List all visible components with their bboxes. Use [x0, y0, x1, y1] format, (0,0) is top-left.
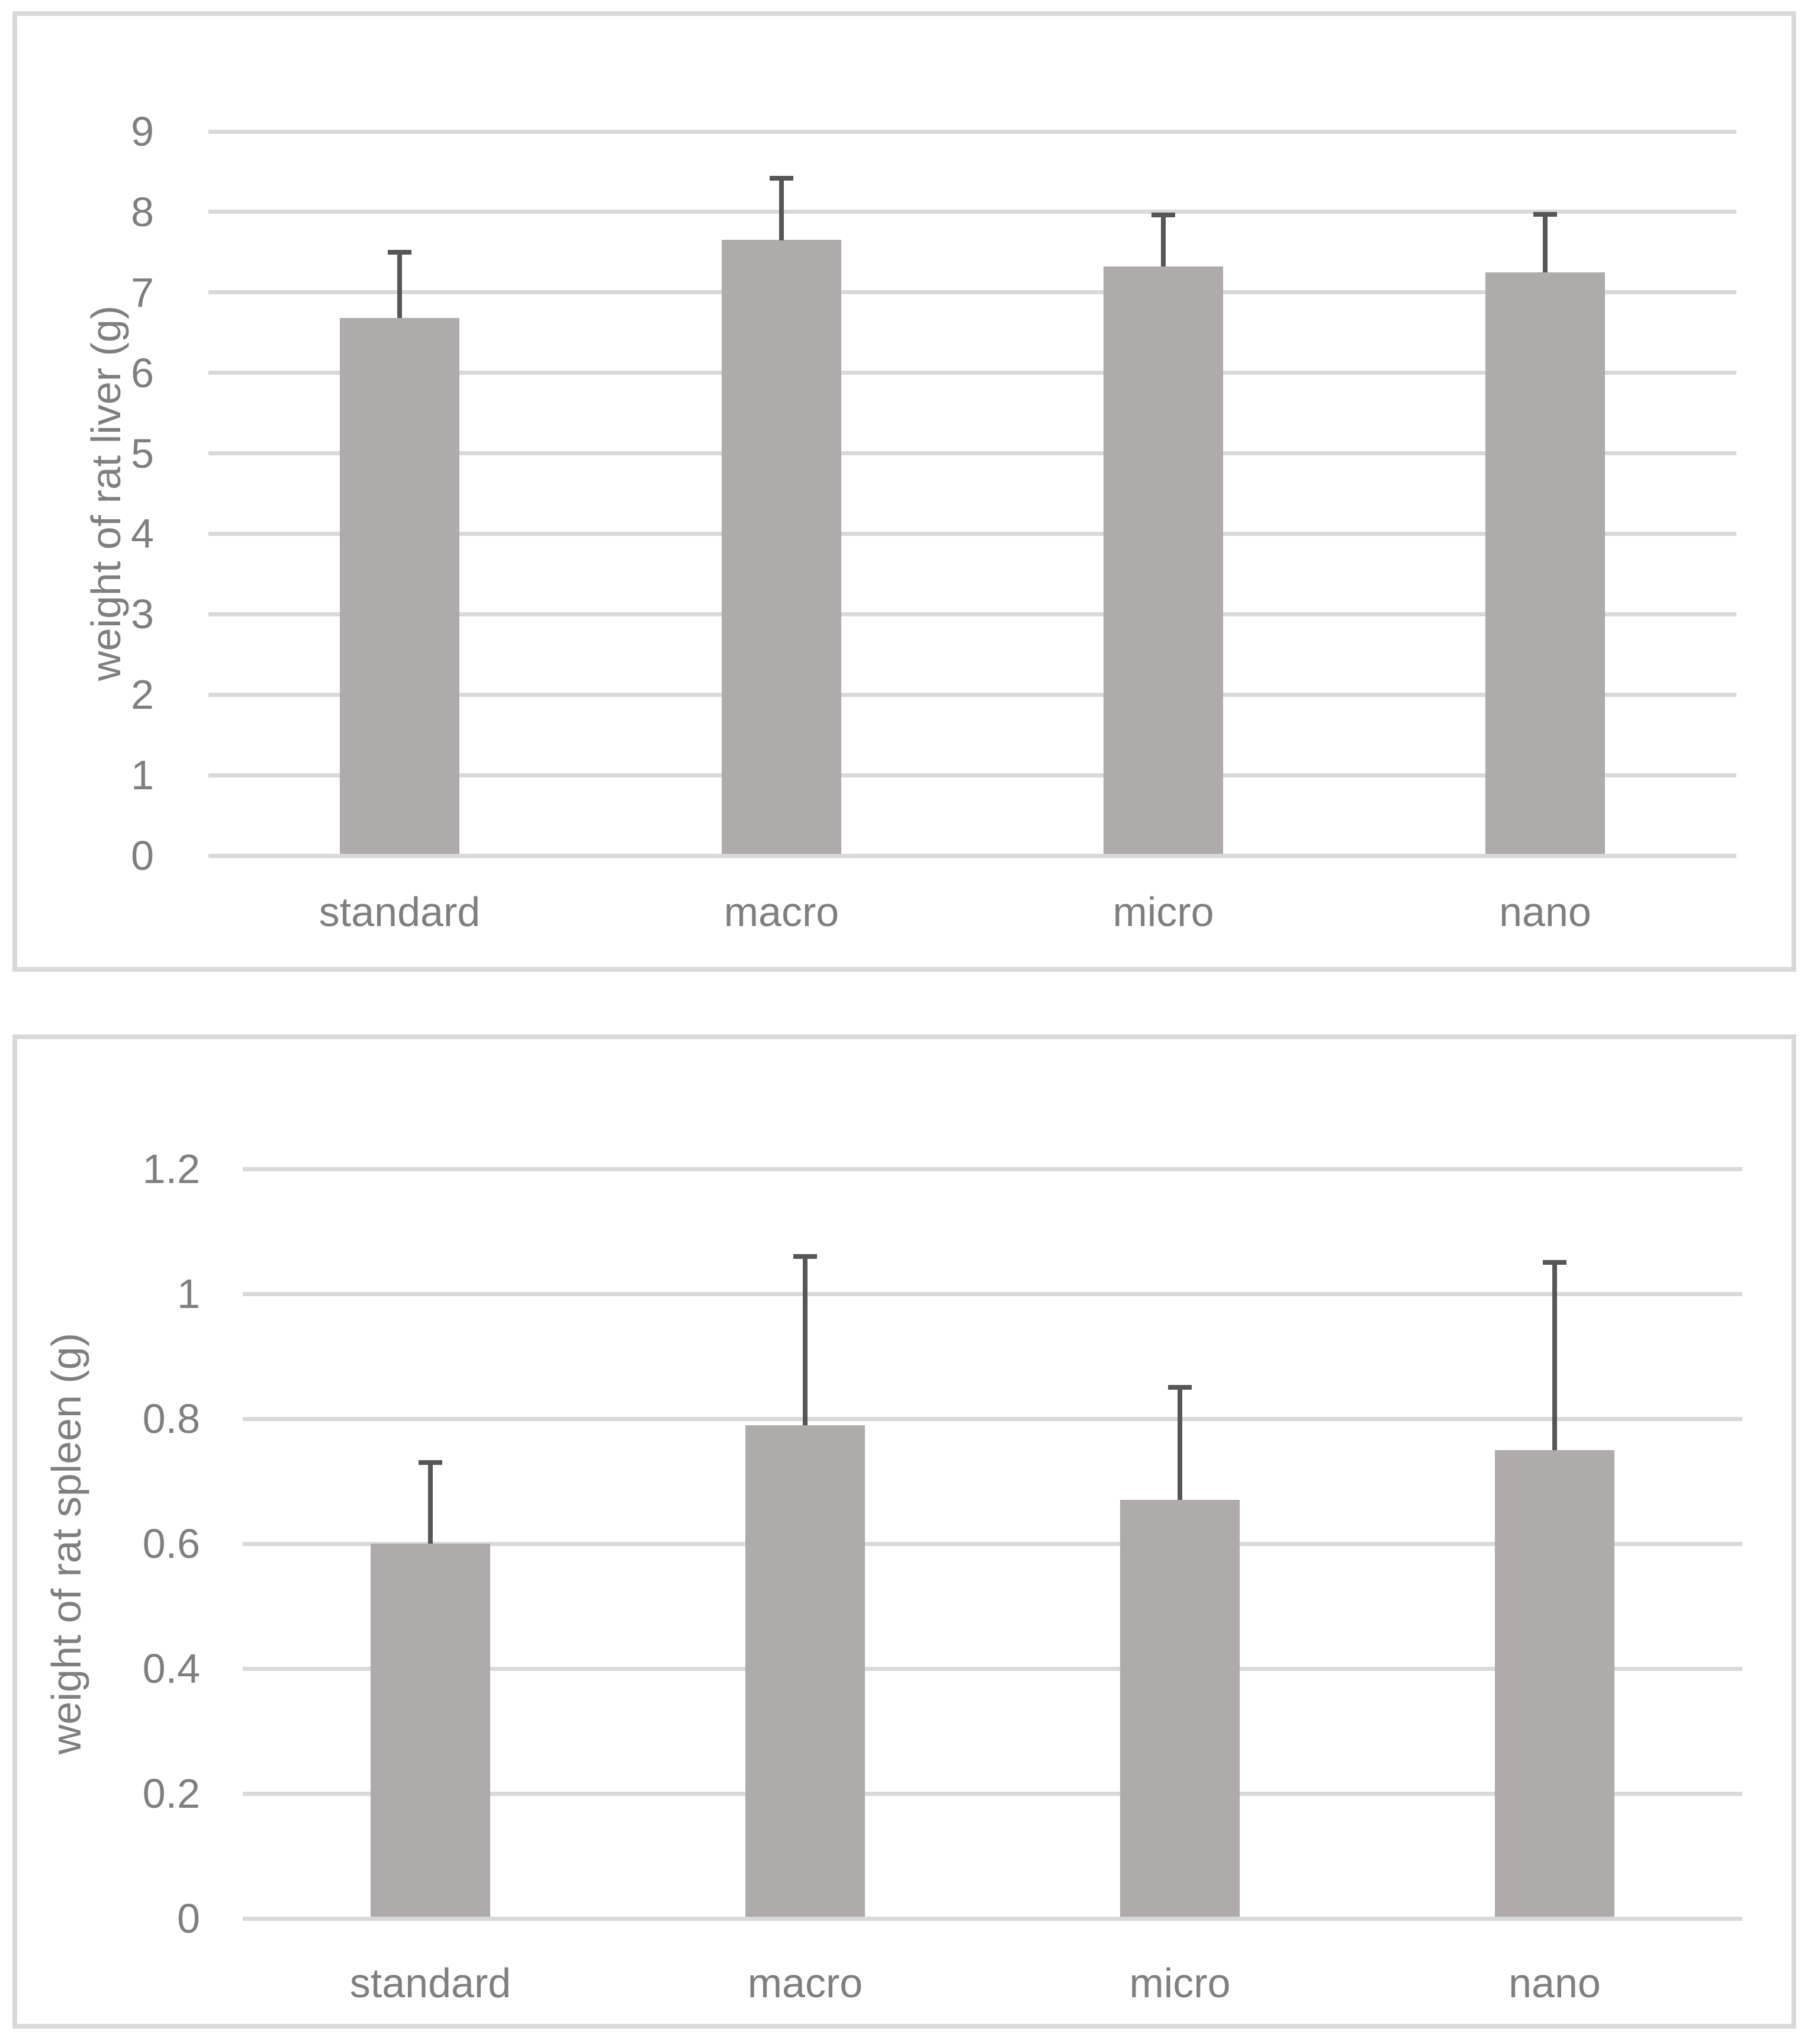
spleen-chart-panel — [12, 1034, 1796, 2029]
liver-chart-panel — [12, 11, 1796, 972]
